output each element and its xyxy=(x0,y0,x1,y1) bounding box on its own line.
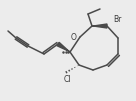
Text: O: O xyxy=(71,33,77,42)
Text: Cl: Cl xyxy=(64,75,72,84)
Text: Br: Br xyxy=(113,15,121,24)
Polygon shape xyxy=(57,42,70,52)
Polygon shape xyxy=(92,24,107,28)
